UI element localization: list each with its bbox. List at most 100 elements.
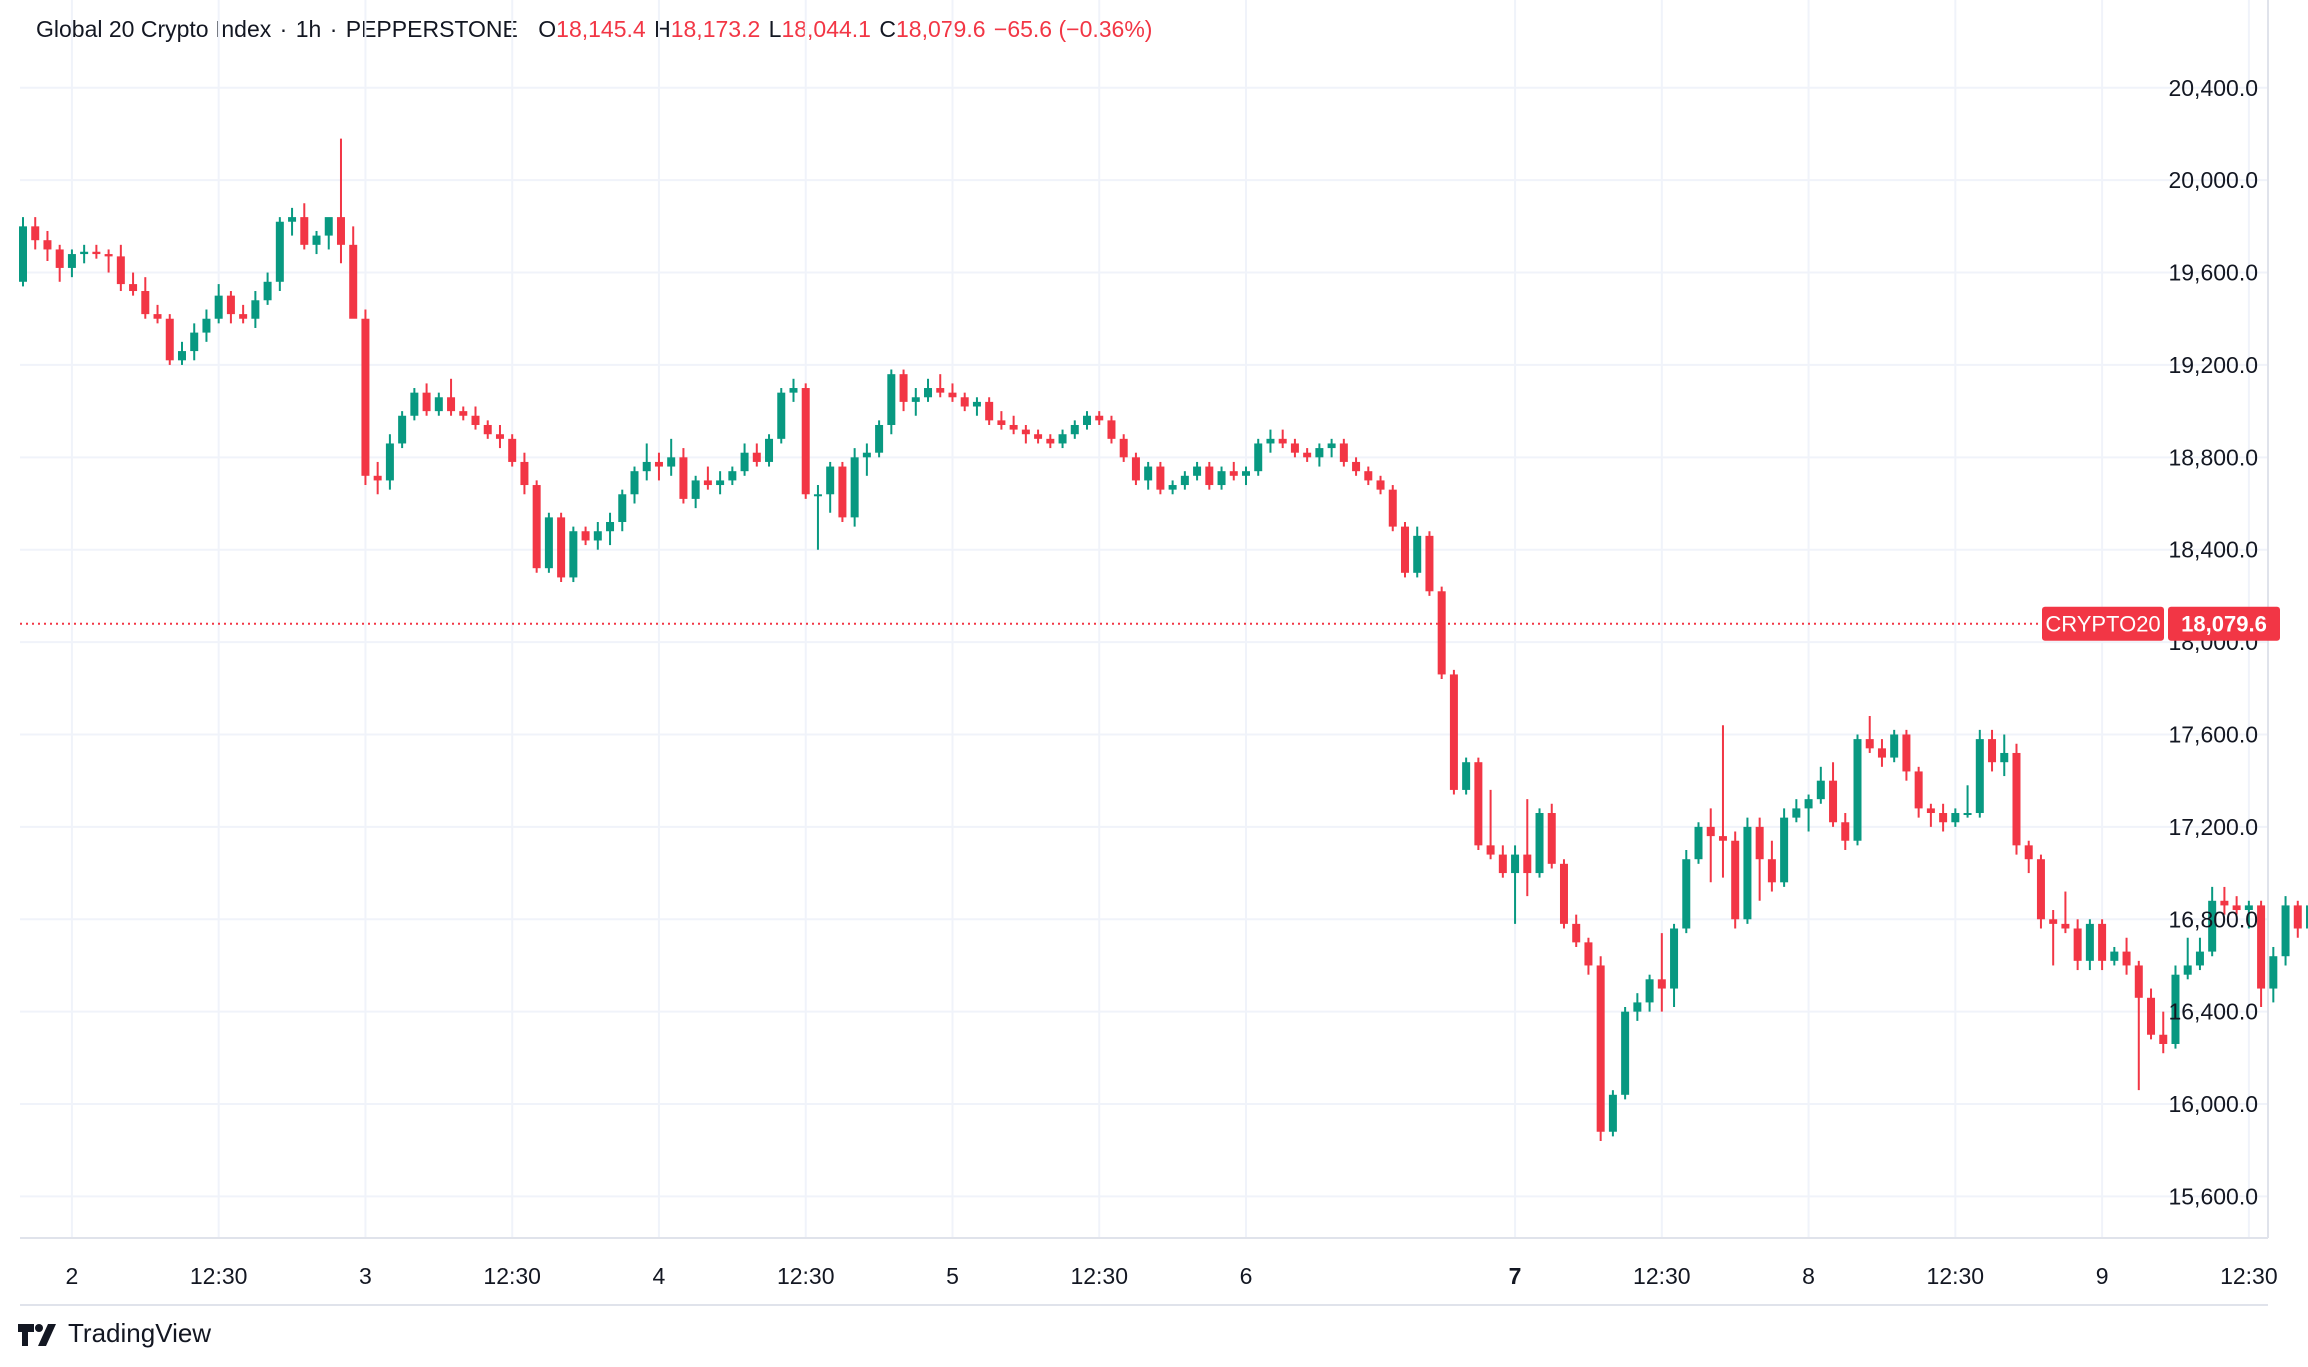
candle-down bbox=[1523, 854, 1532, 874]
candle-down bbox=[1303, 452, 1312, 458]
candle-up bbox=[1743, 826, 1752, 920]
candle-up bbox=[177, 351, 186, 361]
candle-up bbox=[1804, 799, 1813, 809]
candle-down bbox=[1278, 438, 1287, 444]
candle-up bbox=[1070, 424, 1079, 435]
candle-down bbox=[1486, 845, 1495, 855]
price-tick-label: 16,000.0 bbox=[2168, 1091, 2258, 1117]
candle-up bbox=[1816, 780, 1825, 800]
candle-down bbox=[471, 415, 480, 425]
candle-down bbox=[1095, 415, 1104, 421]
candle-down bbox=[752, 452, 761, 462]
brand-name: TradingView bbox=[68, 1318, 212, 1348]
candle-up bbox=[1963, 813, 1972, 816]
time-axis[interactable]: 2 12:30 3 12:30 4 12:30 5 12:30 6 7 12:30 8 12:30 9 12… bbox=[20, 1237, 2308, 1306]
symbol-tag-label: CRYPTO20 bbox=[2045, 612, 2160, 637]
candle-down bbox=[899, 374, 908, 402]
candle-down bbox=[1388, 489, 1397, 527]
candle-down bbox=[2134, 965, 2143, 998]
candle-up bbox=[887, 374, 896, 425]
candle-down bbox=[508, 438, 517, 462]
time-tick-label: 12:30 bbox=[2220, 1263, 2278, 1289]
time-tick-label: 12:30 bbox=[1070, 1263, 1128, 1289]
candle-up bbox=[1217, 471, 1226, 486]
time-tick-label: 8 bbox=[1802, 1263, 1815, 1289]
candle-down bbox=[2049, 919, 2058, 924]
brand-footer[interactable]: TradingView bbox=[18, 1318, 211, 1349]
candle-down bbox=[1046, 438, 1055, 444]
candle-up bbox=[1975, 739, 1984, 814]
candle-up bbox=[80, 251, 89, 255]
time-tick-label: 4 bbox=[653, 1263, 666, 1289]
candle-up bbox=[1083, 415, 1092, 425]
candle-down bbox=[1547, 813, 1556, 864]
candle-down bbox=[1755, 826, 1764, 860]
candle-down bbox=[373, 475, 382, 481]
legend-separator: · bbox=[279, 16, 288, 42]
candle-down bbox=[1767, 859, 1776, 883]
candle-down bbox=[1400, 526, 1409, 573]
time-tick-label: 5 bbox=[946, 1263, 959, 1289]
open-label: O bbox=[538, 16, 557, 42]
candle-down bbox=[1498, 854, 1507, 874]
candle-down bbox=[1584, 942, 1593, 966]
candle-up bbox=[410, 392, 419, 416]
candle-up bbox=[1890, 734, 1899, 758]
candle-down bbox=[2012, 752, 2021, 846]
candle-down bbox=[226, 295, 235, 315]
candle-down bbox=[1290, 443, 1299, 453]
candle-up bbox=[1682, 859, 1691, 929]
candle-up bbox=[214, 295, 223, 319]
price-tick-label: 18,400.0 bbox=[2168, 537, 2258, 563]
candle-down bbox=[483, 424, 492, 435]
candle-up bbox=[1413, 535, 1422, 573]
candle-down bbox=[1829, 780, 1838, 823]
candle-up bbox=[862, 452, 871, 458]
candle-up bbox=[1645, 979, 1654, 1003]
candle-down bbox=[1107, 420, 1116, 439]
candle-up bbox=[630, 471, 639, 495]
candle-up bbox=[1621, 1011, 1630, 1095]
time-tick-label: 12:30 bbox=[1633, 1263, 1691, 1289]
candle-down bbox=[948, 392, 957, 398]
close-value: 18,079.6 bbox=[895, 16, 986, 42]
candle-down bbox=[1877, 748, 1886, 758]
candle-up bbox=[642, 461, 651, 472]
time-tick-label: 9 bbox=[2096, 1263, 2109, 1289]
candle-down bbox=[447, 397, 456, 412]
candle-up bbox=[667, 457, 676, 467]
candle-down bbox=[1926, 808, 1935, 814]
candle-up bbox=[716, 480, 725, 486]
candle-up bbox=[1951, 813, 1960, 823]
candle-up bbox=[434, 397, 443, 412]
candle-up bbox=[691, 480, 700, 499]
candle-up bbox=[251, 300, 260, 319]
candle-down bbox=[1034, 434, 1043, 439]
candle-up bbox=[1168, 485, 1177, 490]
candle-down bbox=[1205, 466, 1214, 486]
candle-down bbox=[2159, 1034, 2168, 1044]
candle-up bbox=[618, 494, 627, 522]
candle-up bbox=[1193, 466, 1202, 476]
candle-down bbox=[1352, 461, 1361, 472]
time-tick-label: 12:30 bbox=[777, 1263, 835, 1289]
candle-up bbox=[1511, 854, 1520, 874]
candle-down bbox=[1596, 965, 1605, 1132]
candle-up bbox=[2244, 905, 2253, 911]
candle-up bbox=[2171, 974, 2180, 1044]
candlestick-chart[interactable]: 15,600.0 16,000.0 16,400.0 16,800.0 17,200.0… bbox=[0, 0, 2308, 1310]
candle-down bbox=[1657, 979, 1666, 989]
price-tick-label: 15,600.0 bbox=[2168, 1183, 2258, 1209]
interval-label[interactable]: 1h bbox=[295, 16, 322, 42]
candle-down bbox=[2232, 905, 2241, 911]
candle-up bbox=[1853, 739, 1862, 841]
candle-down bbox=[1376, 480, 1385, 490]
candle-up bbox=[2085, 923, 2094, 961]
candle-up bbox=[1608, 1094, 1617, 1132]
candle-up bbox=[1694, 826, 1703, 860]
candle-down bbox=[1865, 739, 1874, 749]
symbol-name[interactable]: Global 20 Crypto Index bbox=[36, 16, 272, 42]
candle-down bbox=[1449, 674, 1458, 790]
candle-down bbox=[1988, 739, 1997, 763]
candle-down bbox=[801, 388, 810, 495]
